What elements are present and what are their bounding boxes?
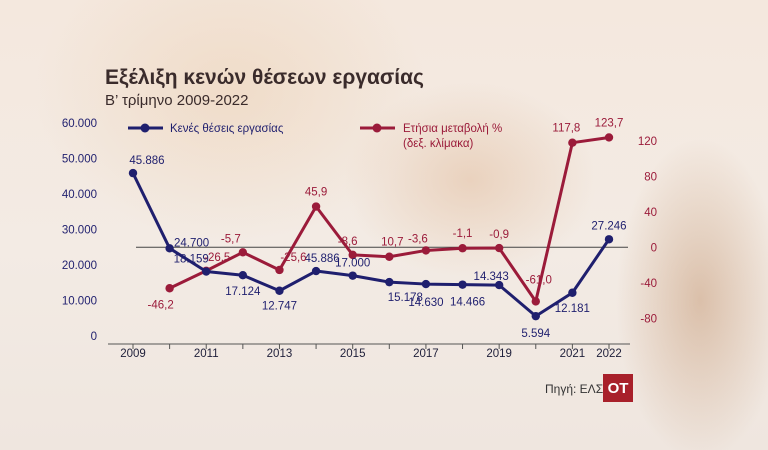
x-tick-label: 2019 [486, 348, 512, 360]
y-right-tick-label: 0 [651, 242, 657, 254]
vacancies-point [202, 267, 211, 276]
y-right-tick-label: -80 [640, 313, 657, 325]
vacancies-point [385, 277, 394, 287]
x-tick-label: 2022 [596, 348, 622, 360]
legend-vacancies-label: Κενές θέσεις εργασίας [170, 123, 284, 135]
change-point [385, 252, 394, 261]
vacancies-data-label: 18.159 [174, 254, 209, 266]
x-tick-label: 2011 [194, 348, 219, 360]
change-data-label: -26,5 [204, 252, 230, 264]
change-data-label: -0,9 [489, 229, 509, 241]
legend-change-marker [372, 123, 382, 133]
vacancies-data-label: 14.343 [474, 271, 509, 283]
vacancies-data-label: 5.594 [521, 328, 550, 340]
y-right-tick-label: 40 [644, 207, 657, 219]
change-data-label: 10,7 [381, 237, 403, 249]
change-point [458, 244, 467, 253]
y-left-tick-label: 0 [91, 331, 97, 343]
vacancies-point [128, 168, 138, 178]
legend-change-label-note: (δεξ. κλίμακα) [403, 138, 473, 150]
vacancies-data-label: 45.886 [304, 253, 339, 265]
y-left-tick-label: 30.000 [62, 225, 97, 237]
change-point [604, 133, 614, 142]
change-point [311, 202, 321, 211]
vacancies-data-label: 17.000 [335, 258, 370, 270]
vacancies-point [421, 279, 431, 289]
change-data-label: -25,6 [280, 252, 306, 264]
vacancies-point [311, 266, 321, 276]
y-left-tick-label: 40.000 [62, 189, 97, 201]
change-data-label: 117,8 [552, 123, 580, 135]
change-data-label: -46,2 [148, 299, 174, 311]
chart-subtitle: Β’ τρίμηνο 2009-2022 [105, 92, 249, 109]
x-tick-label: 2013 [267, 348, 293, 360]
change-data-label: -8,6 [338, 236, 358, 248]
change-point [275, 265, 284, 275]
change-data-label: -1,1 [453, 228, 473, 240]
change-data-label: 45,9 [305, 187, 327, 199]
vacancies-point [458, 280, 467, 289]
y-right-tick-label: -40 [640, 278, 657, 290]
change-data-label: -3,6 [408, 233, 428, 245]
y-left-tick-label: 50.000 [62, 154, 97, 166]
change-point [568, 138, 577, 147]
vacancies-data-label: 12.747 [262, 301, 297, 313]
x-tick-label: 2015 [340, 348, 366, 360]
ot-logo: OT [603, 374, 633, 402]
change-point [238, 248, 248, 257]
vacancies-point [238, 271, 248, 280]
vacancies-point [494, 280, 504, 290]
change-data-label: -5,7 [221, 233, 241, 245]
y-right-tick-label: 120 [638, 136, 657, 148]
vacancies-point [531, 311, 540, 321]
vacancies-data-label: 12.181 [555, 303, 590, 315]
vacancies-data-label: 14.630 [408, 297, 443, 309]
vacancies-point [275, 286, 284, 295]
x-tick-label: 2021 [560, 348, 586, 360]
y-left-tick-label: 60.000 [62, 118, 97, 130]
change-data-label: 123,7 [595, 117, 624, 129]
change-point [531, 297, 540, 306]
vacancies-data-label: 45.886 [129, 155, 164, 167]
vacancies-data-label: 27.246 [591, 220, 626, 232]
change-point [165, 284, 174, 293]
vacancies-data-label: 17.124 [225, 286, 261, 298]
vacancies-point [568, 288, 577, 297]
vacancies-point [165, 244, 174, 253]
chart-title: Εξέλιξη κενών θέσεων εργασίας [105, 66, 424, 89]
x-tick-label: 2009 [120, 348, 146, 360]
change-point [348, 250, 357, 260]
vacancies-data-label: 24.700 [174, 237, 209, 249]
change-data-label: -61,0 [526, 274, 552, 286]
vacancies-series-line [131, 172, 611, 318]
change-point [494, 243, 504, 253]
vacancies-point [604, 235, 614, 244]
vacancies-data-label: 14.466 [450, 297, 485, 309]
x-tick-label: 2017 [413, 348, 439, 360]
vacancies-data-label: 15.178 [388, 292, 423, 304]
legend-vacancies-marker [140, 123, 150, 133]
y-right-tick-label: 80 [644, 171, 657, 183]
y-left-tick-label: 10.000 [62, 296, 97, 308]
vacancies-point [348, 271, 357, 280]
y-left-tick-label: 20.000 [62, 260, 97, 272]
change-point [421, 246, 431, 255]
legend-change-label: Ετήσια μεταβολή % [403, 123, 502, 135]
